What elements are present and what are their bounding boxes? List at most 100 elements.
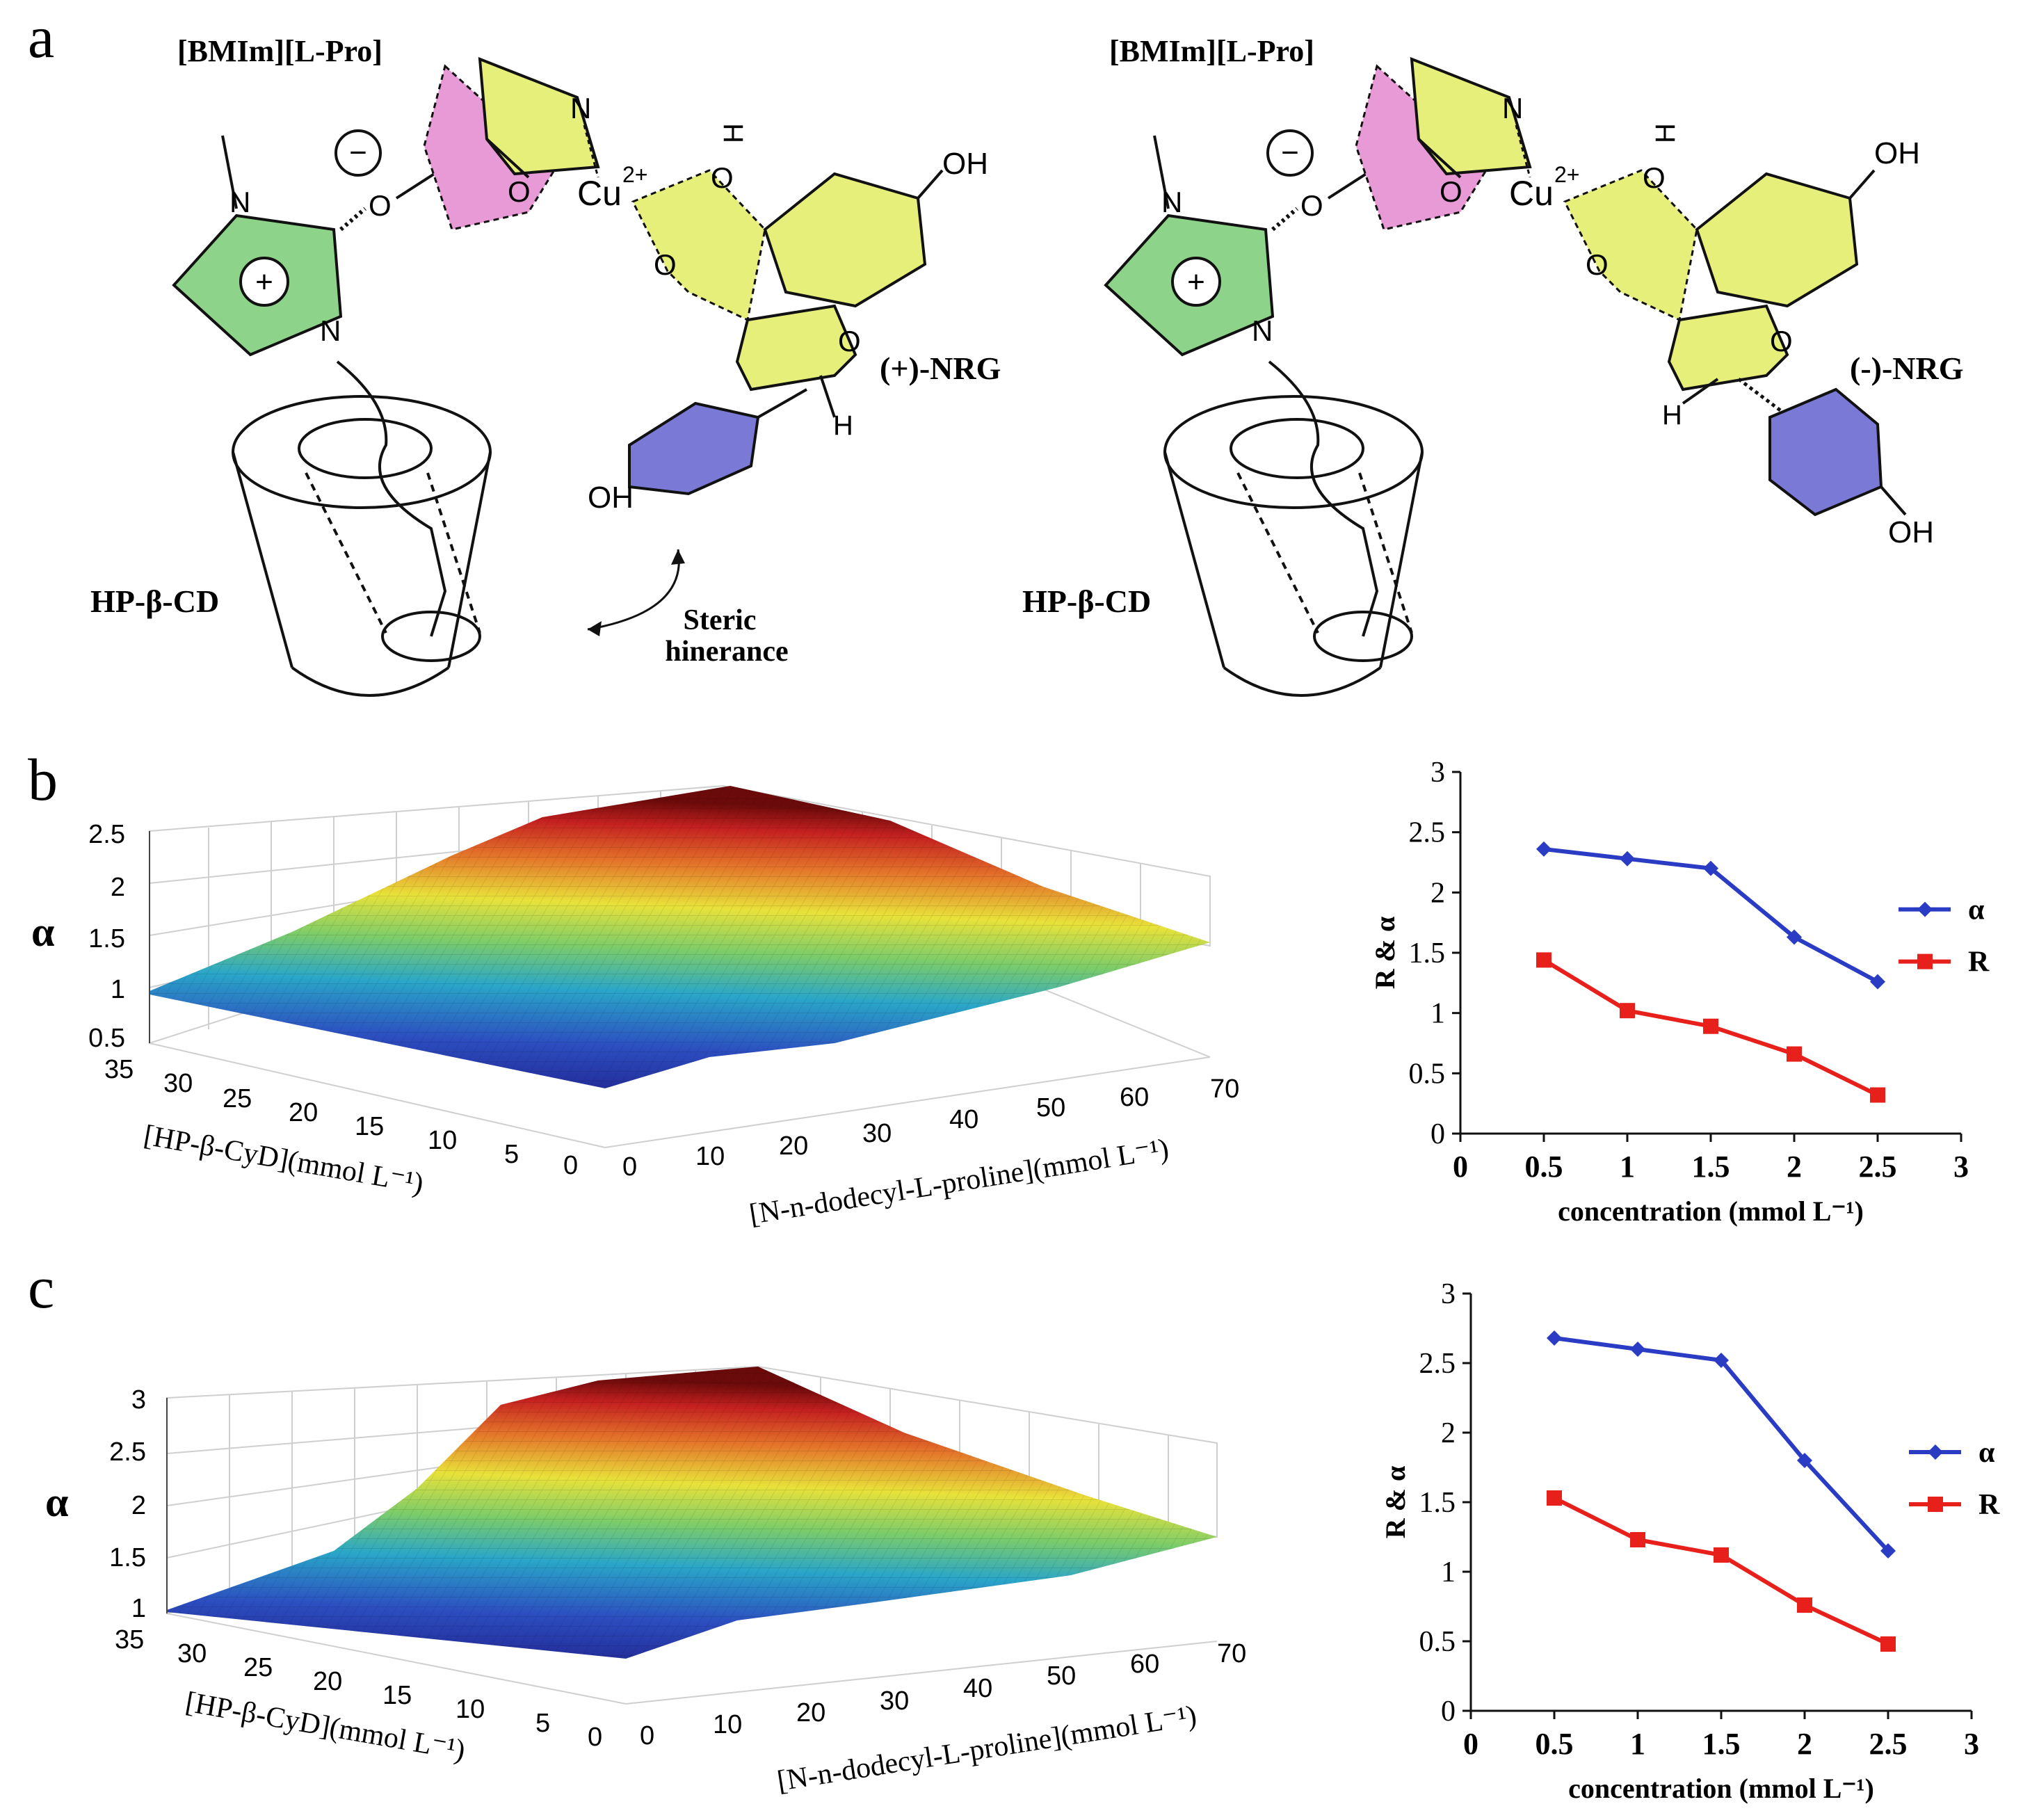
surface-b-zticks: 0.5 1 1.5 2 2.5 xyxy=(88,820,125,1053)
x-tick-label: 3 xyxy=(1964,1727,1979,1761)
oh-bottom-left: OH xyxy=(588,481,634,515)
surface-c-ytick: 70 xyxy=(1217,1639,1246,1668)
line-chart-b: 0 0.5 1 1.5 2 2.5 3 0 0.5 1 1.5 2 2.5 3 concentration … xyxy=(1369,757,1990,1227)
minus-sign-right: − xyxy=(1281,136,1299,170)
surface-c-xtick: 35 xyxy=(115,1625,144,1654)
panel-label-b: b xyxy=(28,746,58,813)
data-point-R xyxy=(1630,1532,1645,1547)
surface-b-ytick: 0 xyxy=(622,1152,637,1182)
x-tick-label: 0.5 xyxy=(1536,1727,1574,1761)
surface-c-yticks: 0 10 20 30 40 50 60 70 xyxy=(640,1639,1246,1750)
data-point-alpha xyxy=(1630,1342,1645,1357)
pink-ring-left xyxy=(423,64,558,231)
plus-charge-right xyxy=(1171,257,1221,307)
surface-b-ytick: 10 xyxy=(695,1142,725,1171)
surface-b-xtick: 25 xyxy=(223,1084,252,1113)
y-tick-label: 2.5 xyxy=(1409,817,1446,849)
surface-b-yticks: 0 10 20 30 40 50 60 70 xyxy=(622,1074,1239,1182)
surface-c-ztick: 1.5 xyxy=(109,1543,146,1572)
x-tick-label: 2.5 xyxy=(1869,1727,1908,1761)
atom-o-ket-right: O xyxy=(1586,248,1609,281)
x-tick-label: 3 xyxy=(1953,1150,1969,1184)
surface-b-ytick: 40 xyxy=(949,1105,978,1134)
surface-b-ytick: 30 xyxy=(862,1119,892,1148)
x-tick-label: 0.5 xyxy=(1525,1150,1563,1184)
y-tick-label: 0.5 xyxy=(1419,1626,1456,1658)
x-tick-label: 1.5 xyxy=(1702,1727,1741,1761)
surface-c-ztick: 3 xyxy=(131,1385,146,1415)
atom-o-link-left: O xyxy=(369,189,392,222)
surface-c-ztick: 2 xyxy=(131,1491,146,1520)
panel-label-c: c xyxy=(28,1254,54,1321)
plus-charge-left xyxy=(239,257,289,307)
plus-sign-right: + xyxy=(1187,265,1205,299)
legend-label: R xyxy=(1968,947,1990,979)
y-tick-label: 2.5 xyxy=(1419,1348,1456,1380)
data-point-R xyxy=(1536,952,1551,968)
cu-charge-left: 2+ xyxy=(622,162,647,187)
data-point-alpha xyxy=(1787,929,1802,945)
surface-c-ytick: 0 xyxy=(640,1721,654,1750)
chromanone-ring-right xyxy=(1667,304,1789,392)
x-tick-label: 1 xyxy=(1630,1727,1645,1761)
surface-c-xticks: 35 30 25 20 15 10 5 0 xyxy=(115,1625,602,1752)
x-tick-label: 2 xyxy=(1797,1727,1812,1761)
y-tick-label: 0 xyxy=(1441,1696,1456,1728)
surface-c-ytick: 30 xyxy=(880,1686,909,1716)
yellow-ring-left xyxy=(478,56,600,176)
oh-top-left: OH xyxy=(942,147,988,181)
x-tick-label: 2.5 xyxy=(1859,1150,1897,1184)
atom-n-top-right: N xyxy=(1502,92,1523,124)
surface-c-ytick: 60 xyxy=(1130,1650,1159,1679)
surface-b-xtick: 0 xyxy=(563,1151,578,1180)
x-tick-label: 0 xyxy=(1463,1727,1478,1761)
series-line-R xyxy=(1553,1496,1889,1646)
atom-o-phen-right: O xyxy=(1643,161,1666,194)
data-point-R xyxy=(1620,1003,1635,1019)
surface-c-xtick: 30 xyxy=(177,1639,207,1668)
chromanone-ring-left xyxy=(735,304,857,392)
atom-n-top-left: N xyxy=(570,92,591,124)
surface-b-ztick: 2.5 xyxy=(88,820,125,849)
surface-c-ytick: 40 xyxy=(963,1674,992,1703)
y-tick-label: 3 xyxy=(1441,1278,1456,1310)
data-point-R xyxy=(1797,1597,1812,1613)
y-tick-label: 1 xyxy=(1441,1556,1456,1588)
atom-n-ring1-right: N xyxy=(1161,186,1182,218)
atom-o-ring-right: O xyxy=(1770,325,1793,357)
x-tick-label: 1 xyxy=(1620,1150,1635,1184)
surface-b-ytick: 70 xyxy=(1210,1074,1239,1104)
y-tick-label: 0.5 xyxy=(1409,1058,1446,1090)
surface-c-xtick: 20 xyxy=(313,1667,342,1696)
y-tick-label: 1.5 xyxy=(1409,937,1446,969)
surface-c-ztick: 2.5 xyxy=(109,1438,146,1467)
x-tick-label: 1.5 xyxy=(1692,1150,1730,1184)
legend-label: α xyxy=(1968,894,1985,926)
y-tick-label: 1 xyxy=(1430,998,1445,1030)
surface-b-xtick: 35 xyxy=(104,1055,134,1084)
surface-b-xticks: 35 30 25 20 15 10 5 0 xyxy=(104,1055,578,1180)
data-point-alpha xyxy=(1703,860,1718,876)
surface-b-zlabel: α xyxy=(31,909,55,955)
cyclodextrin-right xyxy=(1163,360,1424,697)
surface-c-ylabel: [N-n-dodecyl-L-proline](mmol L⁻¹) xyxy=(775,1700,1198,1798)
x-axis-label: concentration (mmol L⁻¹) xyxy=(1558,1195,1864,1227)
data-point-alpha xyxy=(1536,841,1551,857)
y-tick-label: 2 xyxy=(1430,877,1445,909)
minus-sign-left: − xyxy=(349,136,367,170)
surface-b-ztick: 1.5 xyxy=(88,924,125,953)
surface-plot-b xyxy=(149,784,1211,1148)
x-axis-label: concentration (mmol L⁻¹) xyxy=(1568,1773,1874,1804)
naringenin-chelate-left xyxy=(631,169,766,322)
steric-line2-left: hinerance xyxy=(665,636,788,668)
data-point-alpha xyxy=(1870,974,1885,990)
data-point-R xyxy=(1787,1046,1802,1062)
surface-b-xtick: 15 xyxy=(355,1112,384,1141)
oh-top-right: OH xyxy=(1874,136,1920,170)
atom-o-carb-right: O xyxy=(1440,175,1462,208)
minus-charge-right xyxy=(1266,129,1314,177)
legend-marker xyxy=(1917,953,1933,969)
surface-b-ytick: 50 xyxy=(1036,1093,1065,1122)
legend-marker xyxy=(1928,1497,1943,1512)
